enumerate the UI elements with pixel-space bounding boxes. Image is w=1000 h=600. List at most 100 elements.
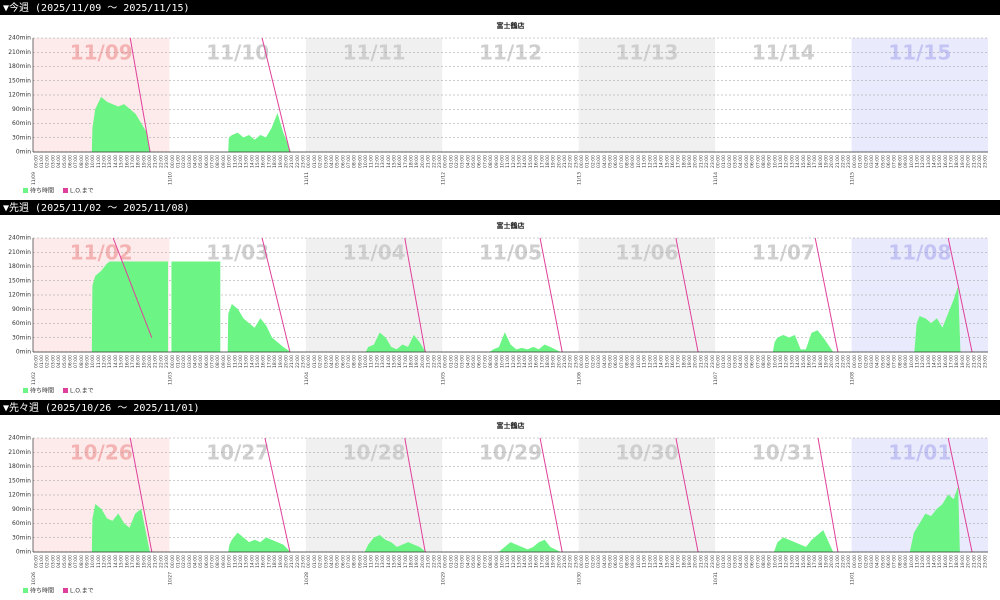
x-tick-label: 09:00 — [630, 555, 636, 568]
legend-label: L.O.まで — [70, 388, 94, 395]
x-tick-label: 02:00 — [727, 155, 733, 168]
x-tick-label: 04:00 — [465, 155, 471, 168]
wait-area — [91, 487, 960, 553]
date-tick-label: 11/09 — [31, 172, 37, 185]
x-tick-label: 14:00 — [113, 355, 119, 368]
x-tick-label: 07:00 — [482, 355, 488, 368]
x-tick-label: 23:00 — [846, 355, 852, 368]
x-tick-label: 18:00 — [136, 555, 142, 568]
x-tick-label: 12:00 — [238, 355, 244, 368]
x-tick-label: 07:00 — [619, 355, 625, 368]
x-tick-label: 05:00 — [880, 155, 886, 168]
x-tick-label: 20:00 — [829, 355, 835, 368]
x-tick-label: 22:00 — [568, 355, 574, 368]
x-tick-label: 15:00 — [664, 355, 670, 368]
x-tick-label: 14:00 — [931, 355, 937, 368]
x-tick-label: 16:00 — [397, 155, 403, 168]
x-tick-label: 11:00 — [505, 155, 511, 168]
x-tick-label: 23:00 — [710, 155, 716, 168]
y-tick-label: 90min — [12, 106, 31, 113]
x-tick-label: 15:00 — [801, 555, 807, 568]
x-tick-label: 00:00 — [306, 555, 312, 568]
x-tick-label: 16:00 — [806, 155, 812, 168]
x-tick-label: 15:00 — [801, 355, 807, 368]
x-tick-label: 22:00 — [158, 555, 164, 568]
x-tick-label: 23:00 — [301, 155, 307, 168]
x-tick-label: 05:00 — [335, 555, 341, 568]
x-tick-label: 07:00 — [346, 355, 352, 368]
x-tick-label: 17:00 — [539, 155, 545, 168]
x-tick-label: 04:00 — [738, 155, 744, 168]
x-tick-label: 14:00 — [659, 355, 665, 368]
x-tick-label: 18:00 — [818, 555, 824, 568]
x-tick-label: 18:00 — [409, 555, 415, 568]
x-tick-label: 12:00 — [511, 555, 517, 568]
x-tick-label: 10:00 — [499, 155, 505, 168]
x-tick-label: 11:00 — [778, 555, 784, 568]
x-tick-label: 21:00 — [562, 355, 568, 368]
x-tick-label: 12:00 — [511, 155, 517, 168]
x-tick-label: 09:00 — [630, 155, 636, 168]
x-tick-label: 08:00 — [215, 155, 221, 168]
y-tick-label: 60min — [12, 520, 31, 527]
date-tick-label: 11/06 — [577, 372, 583, 385]
x-tick-label: 02:00 — [318, 555, 324, 568]
x-tick-label: 08:00 — [625, 355, 631, 368]
x-tick-label: 02:00 — [454, 155, 460, 168]
x-tick-label: 04:00 — [738, 355, 744, 368]
x-tick-label: 22:00 — [431, 355, 437, 368]
x-tick-label: 12:00 — [374, 555, 380, 568]
date-tick-label: 11/03 — [167, 372, 173, 385]
x-tick-label: 00:00 — [33, 555, 39, 568]
x-tick-label: 18:00 — [954, 155, 960, 168]
x-tick-label: 05:00 — [198, 155, 204, 168]
x-tick-label: 06:00 — [204, 155, 210, 168]
x-tick-label: 01:00 — [312, 155, 318, 168]
x-tick-label: 05:00 — [744, 355, 750, 368]
x-tick-label: 18:00 — [272, 155, 278, 168]
y-tick-label: 30min — [12, 534, 31, 541]
x-tick-label: 15:00 — [664, 555, 670, 568]
x-tick-label: 03:00 — [323, 555, 329, 568]
x-tick-label: 08:00 — [488, 155, 494, 168]
x-tick-label: 22:00 — [704, 555, 710, 568]
x-tick-label: 18:00 — [681, 355, 687, 368]
x-tick-label: 07:00 — [482, 155, 488, 168]
x-tick-label: 13:00 — [789, 155, 795, 168]
x-tick-label: 03:00 — [869, 155, 875, 168]
x-tick-label: 16:00 — [806, 555, 812, 568]
x-tick-label: 11:00 — [232, 555, 238, 568]
x-tick-label: 20:00 — [966, 555, 972, 568]
x-tick-label: 03:00 — [869, 355, 875, 368]
date-tick-label: 11/12 — [440, 172, 446, 185]
x-tick-label: 20:00 — [693, 155, 699, 168]
x-tick-label: 07:00 — [619, 155, 625, 168]
x-tick-label: 02:00 — [727, 355, 733, 368]
x-tick-label: 05:00 — [471, 555, 477, 568]
x-tick-label: 08:00 — [761, 555, 767, 568]
y-tick-label: 150min — [8, 77, 31, 84]
x-tick-label: 11:00 — [232, 355, 238, 368]
x-tick-label: 14:00 — [795, 355, 801, 368]
x-tick-label: 04:00 — [875, 155, 881, 168]
x-tick-label: 19:00 — [823, 355, 829, 368]
x-tick-label: 10:00 — [499, 555, 505, 568]
x-tick-label: 04:00 — [602, 555, 608, 568]
x-tick-label: 00:00 — [306, 355, 312, 368]
x-tick-label: 07:00 — [346, 555, 352, 568]
x-tick-label: 06:00 — [750, 555, 756, 568]
y-tick-label: 60min — [12, 120, 31, 127]
x-tick-label: 21:00 — [562, 155, 568, 168]
x-tick-label: 00:00 — [579, 155, 585, 168]
x-tick-label: 05:00 — [880, 555, 886, 568]
x-tick-label: 08:00 — [897, 155, 903, 168]
x-tick-label: 11:00 — [642, 155, 648, 168]
x-tick-label: 01:00 — [858, 355, 864, 368]
x-tick-label: 16:00 — [124, 155, 130, 168]
x-tick-label: 13:00 — [517, 555, 523, 568]
date-tick-label: 11/04 — [304, 372, 310, 385]
x-tick-label: 08:00 — [215, 355, 221, 368]
x-tick-label: 23:00 — [164, 355, 170, 368]
x-tick-label: 09:00 — [221, 555, 227, 568]
x-tick-label: 19:00 — [414, 555, 420, 568]
